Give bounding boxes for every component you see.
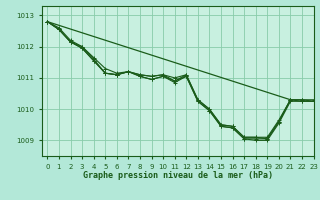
X-axis label: Graphe pression niveau de la mer (hPa): Graphe pression niveau de la mer (hPa) [83, 171, 273, 180]
